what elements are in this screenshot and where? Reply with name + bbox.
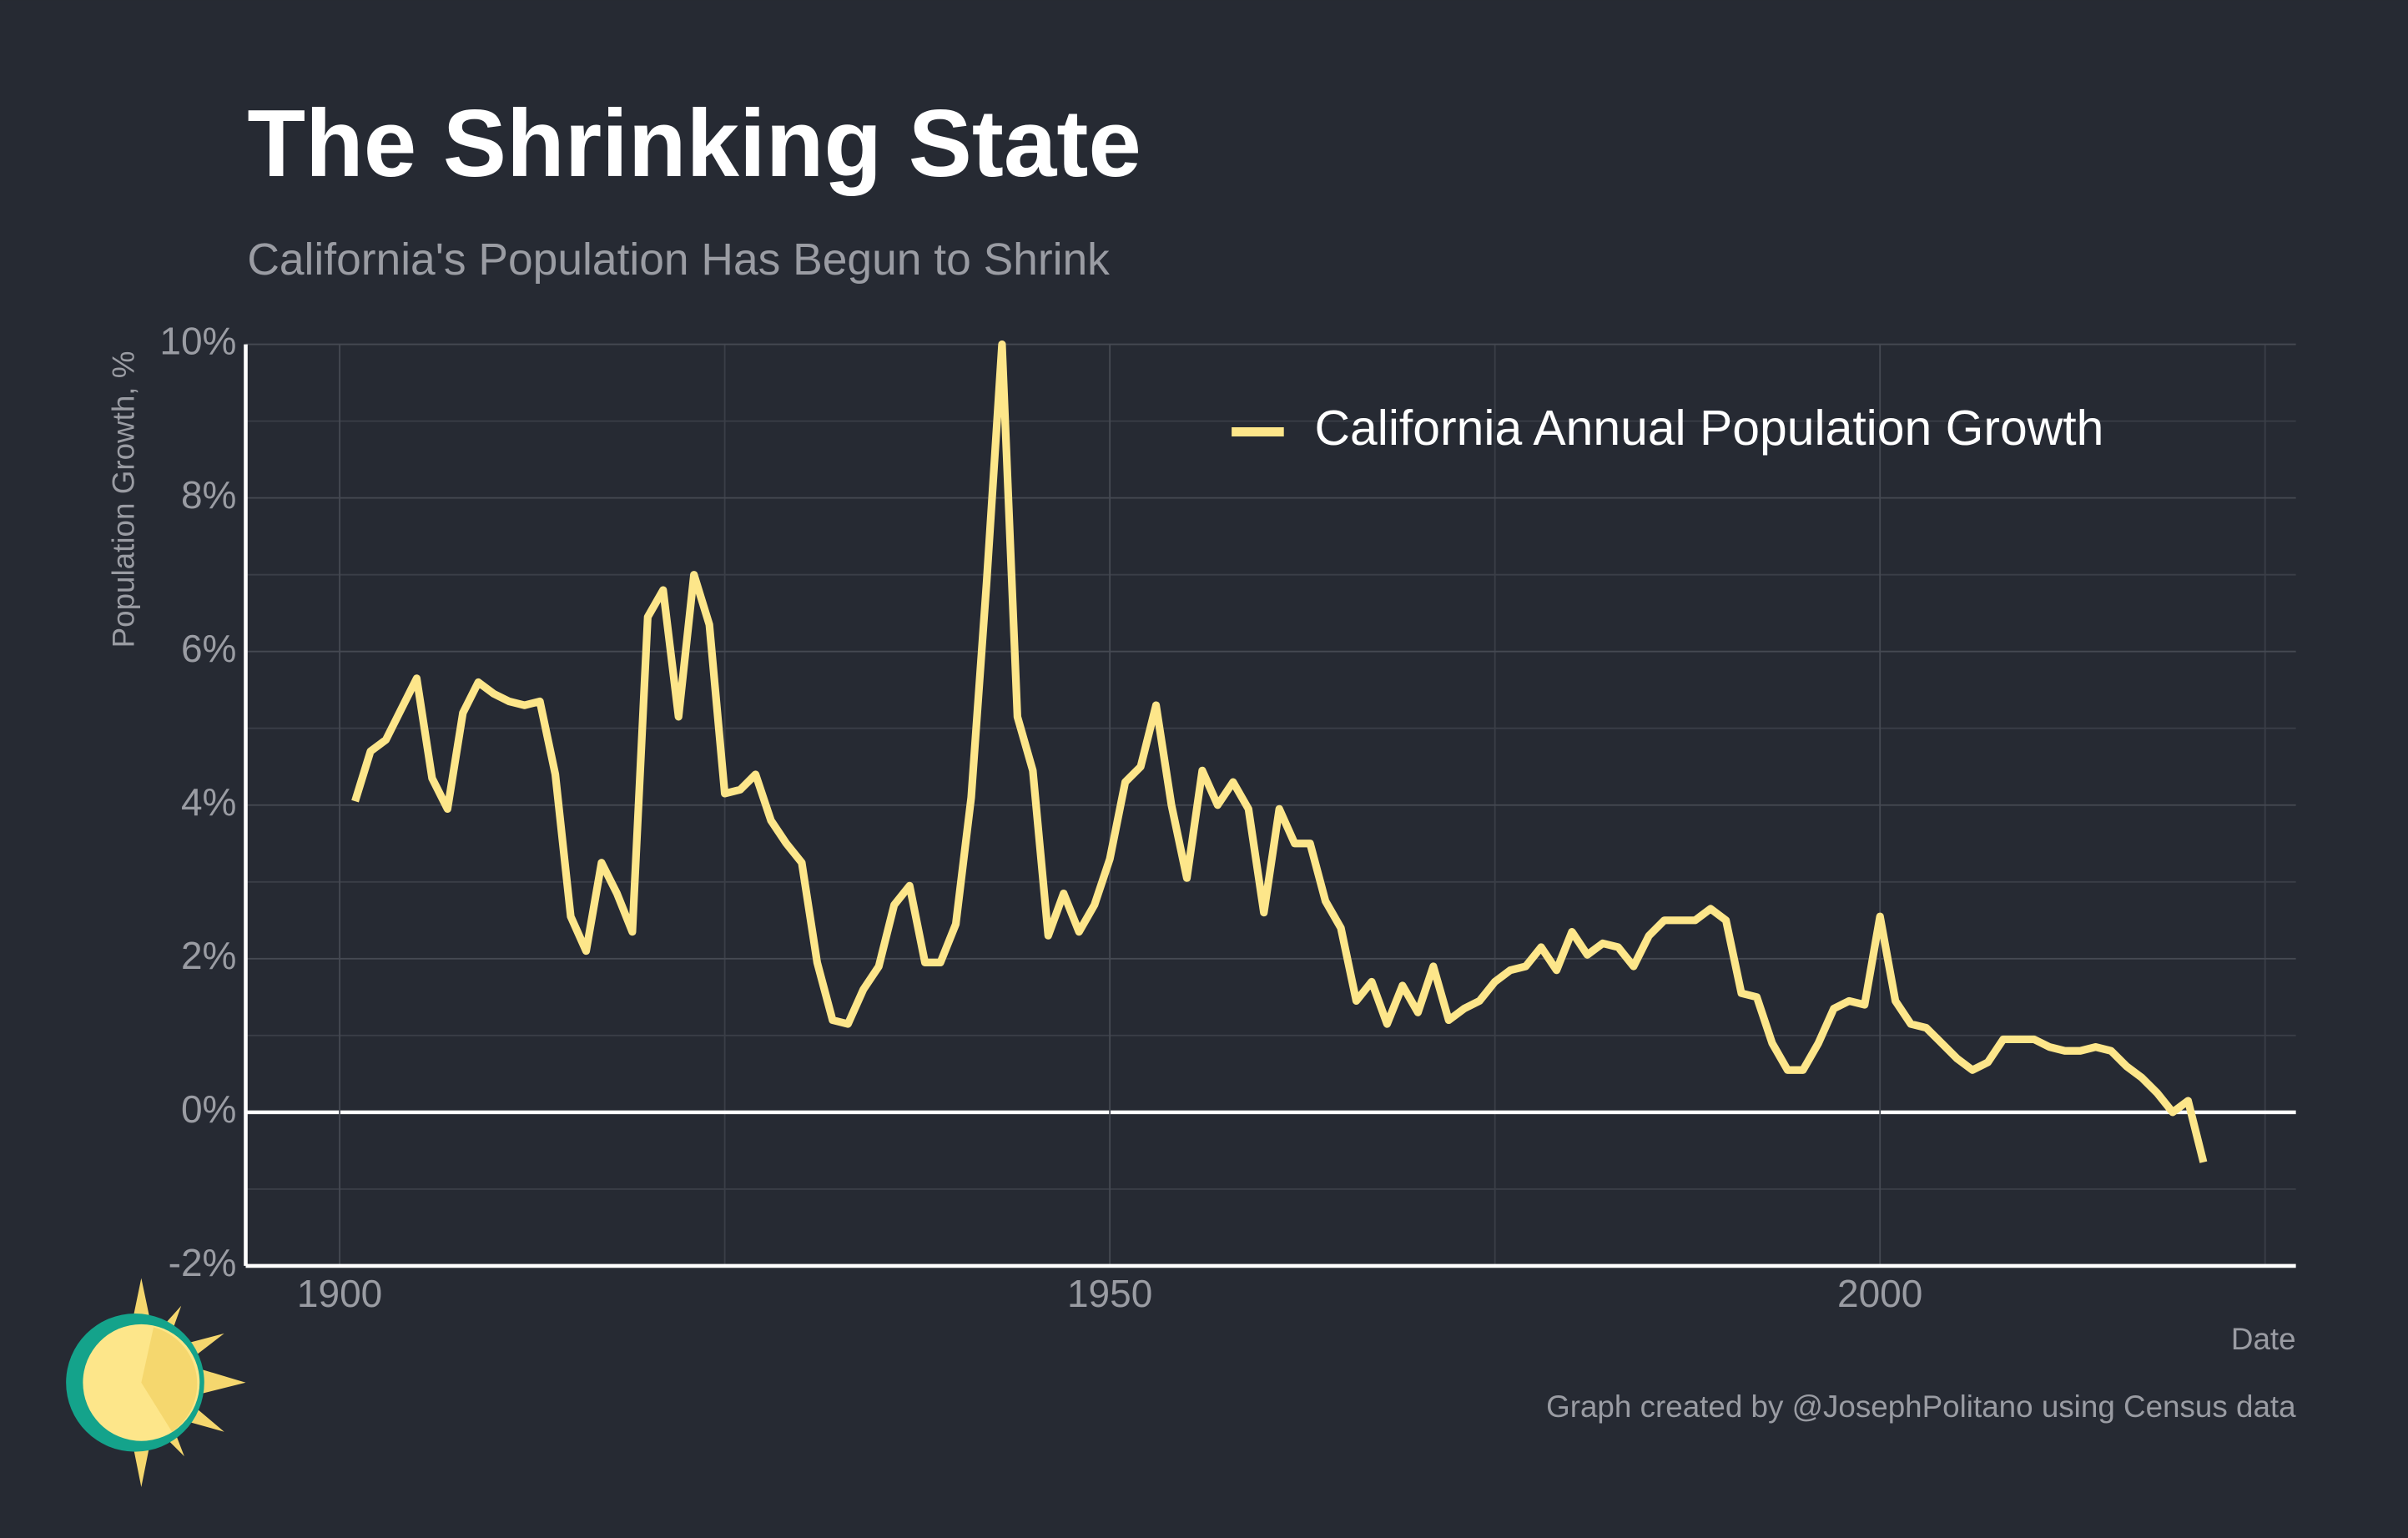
x-axis-label: Date xyxy=(2231,1322,2296,1356)
legend-label: California Annual Population Growth xyxy=(1315,401,2104,456)
chart-subtitle: California's Population Has Begun to Shr… xyxy=(247,235,1110,285)
y-axis-label: Population Growth, % xyxy=(107,351,141,648)
y-tick-label: 0% xyxy=(181,1087,236,1131)
logo xyxy=(66,1278,246,1487)
y-tick-label: 4% xyxy=(181,780,236,824)
x-tick-label: 1950 xyxy=(1067,1272,1152,1315)
x-tick-label: 2000 xyxy=(1837,1272,1922,1315)
y-tick-label: 6% xyxy=(181,627,236,670)
y-tick-label: 10% xyxy=(159,320,236,363)
x-tick-label: 1900 xyxy=(297,1272,382,1315)
y-tick-label: -2% xyxy=(169,1241,237,1284)
chart-title: The Shrinking State xyxy=(247,91,1141,197)
y-tick-label: 8% xyxy=(181,473,236,517)
y-tick-label: 2% xyxy=(181,934,236,977)
line xyxy=(351,340,2208,1163)
caption: Graph created by @JosephPolitano using C… xyxy=(1546,1389,2296,1424)
